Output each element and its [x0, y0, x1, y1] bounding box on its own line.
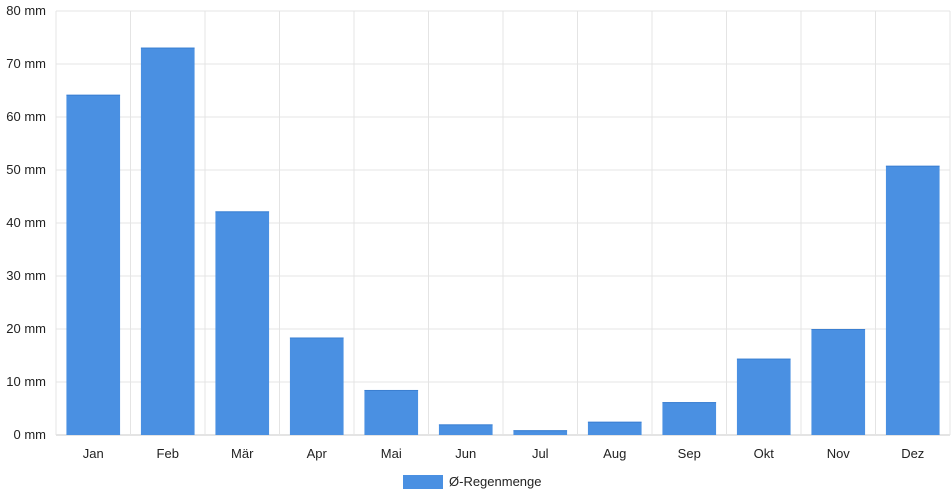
legend[interactable]: Ø-Regenmenge [403, 474, 542, 489]
y-tick-label: 30 mm [6, 268, 46, 283]
x-tick-label: Mai [381, 446, 402, 461]
y-tick-label: 50 mm [6, 162, 46, 177]
x-tick-label: Nov [827, 446, 851, 461]
y-tick-label: 60 mm [6, 109, 46, 124]
bar-sep[interactable] [662, 402, 717, 435]
x-tick-label: Jun [455, 446, 476, 461]
bar-jul[interactable] [513, 430, 568, 435]
bar-nov[interactable] [811, 329, 866, 435]
bar-apr[interactable] [289, 337, 344, 435]
bar-feb[interactable] [140, 47, 195, 435]
bar-mär[interactable] [215, 211, 270, 435]
y-tick-label: 40 mm [6, 215, 46, 230]
x-tick-label: Feb [157, 446, 179, 461]
legend-label[interactable]: Ø-Regenmenge [449, 474, 542, 489]
bar-mai[interactable] [364, 389, 419, 435]
x-tick-label: Apr [307, 446, 328, 461]
x-tick-label: Sep [678, 446, 701, 461]
x-tick-label: Okt [754, 446, 775, 461]
x-tick-label: Jul [532, 446, 549, 461]
y-tick-label: 0 mm [14, 427, 47, 442]
x-tick-label: Aug [603, 446, 626, 461]
y-tick-label: 20 mm [6, 321, 46, 336]
bar-dez[interactable] [885, 165, 940, 435]
y-tick-label: 70 mm [6, 56, 46, 71]
x-tick-label: Jan [83, 446, 104, 461]
bars [66, 47, 940, 436]
bar-okt[interactable] [736, 358, 791, 435]
bar-aug[interactable] [587, 421, 642, 435]
bar-jun[interactable] [438, 424, 493, 435]
x-tick-label: Mär [231, 446, 254, 461]
x-axis: Jan Feb Mär Apr Mai Jun Jul Aug Sep Okt Nov Dez [83, 446, 925, 461]
y-axis: 0 mm 10 mm 20 mm 30 mm 40 mm 50 mm 60 mm 70 mm 8… [6, 3, 46, 442]
y-tick-label: 10 mm [6, 374, 46, 389]
y-tick-label: 80 mm [6, 3, 46, 18]
legend-swatch[interactable] [403, 475, 443, 489]
x-tick-label: Dez [901, 446, 924, 461]
bar-jan[interactable] [66, 94, 121, 436]
grid-lines [55, 10, 951, 436]
